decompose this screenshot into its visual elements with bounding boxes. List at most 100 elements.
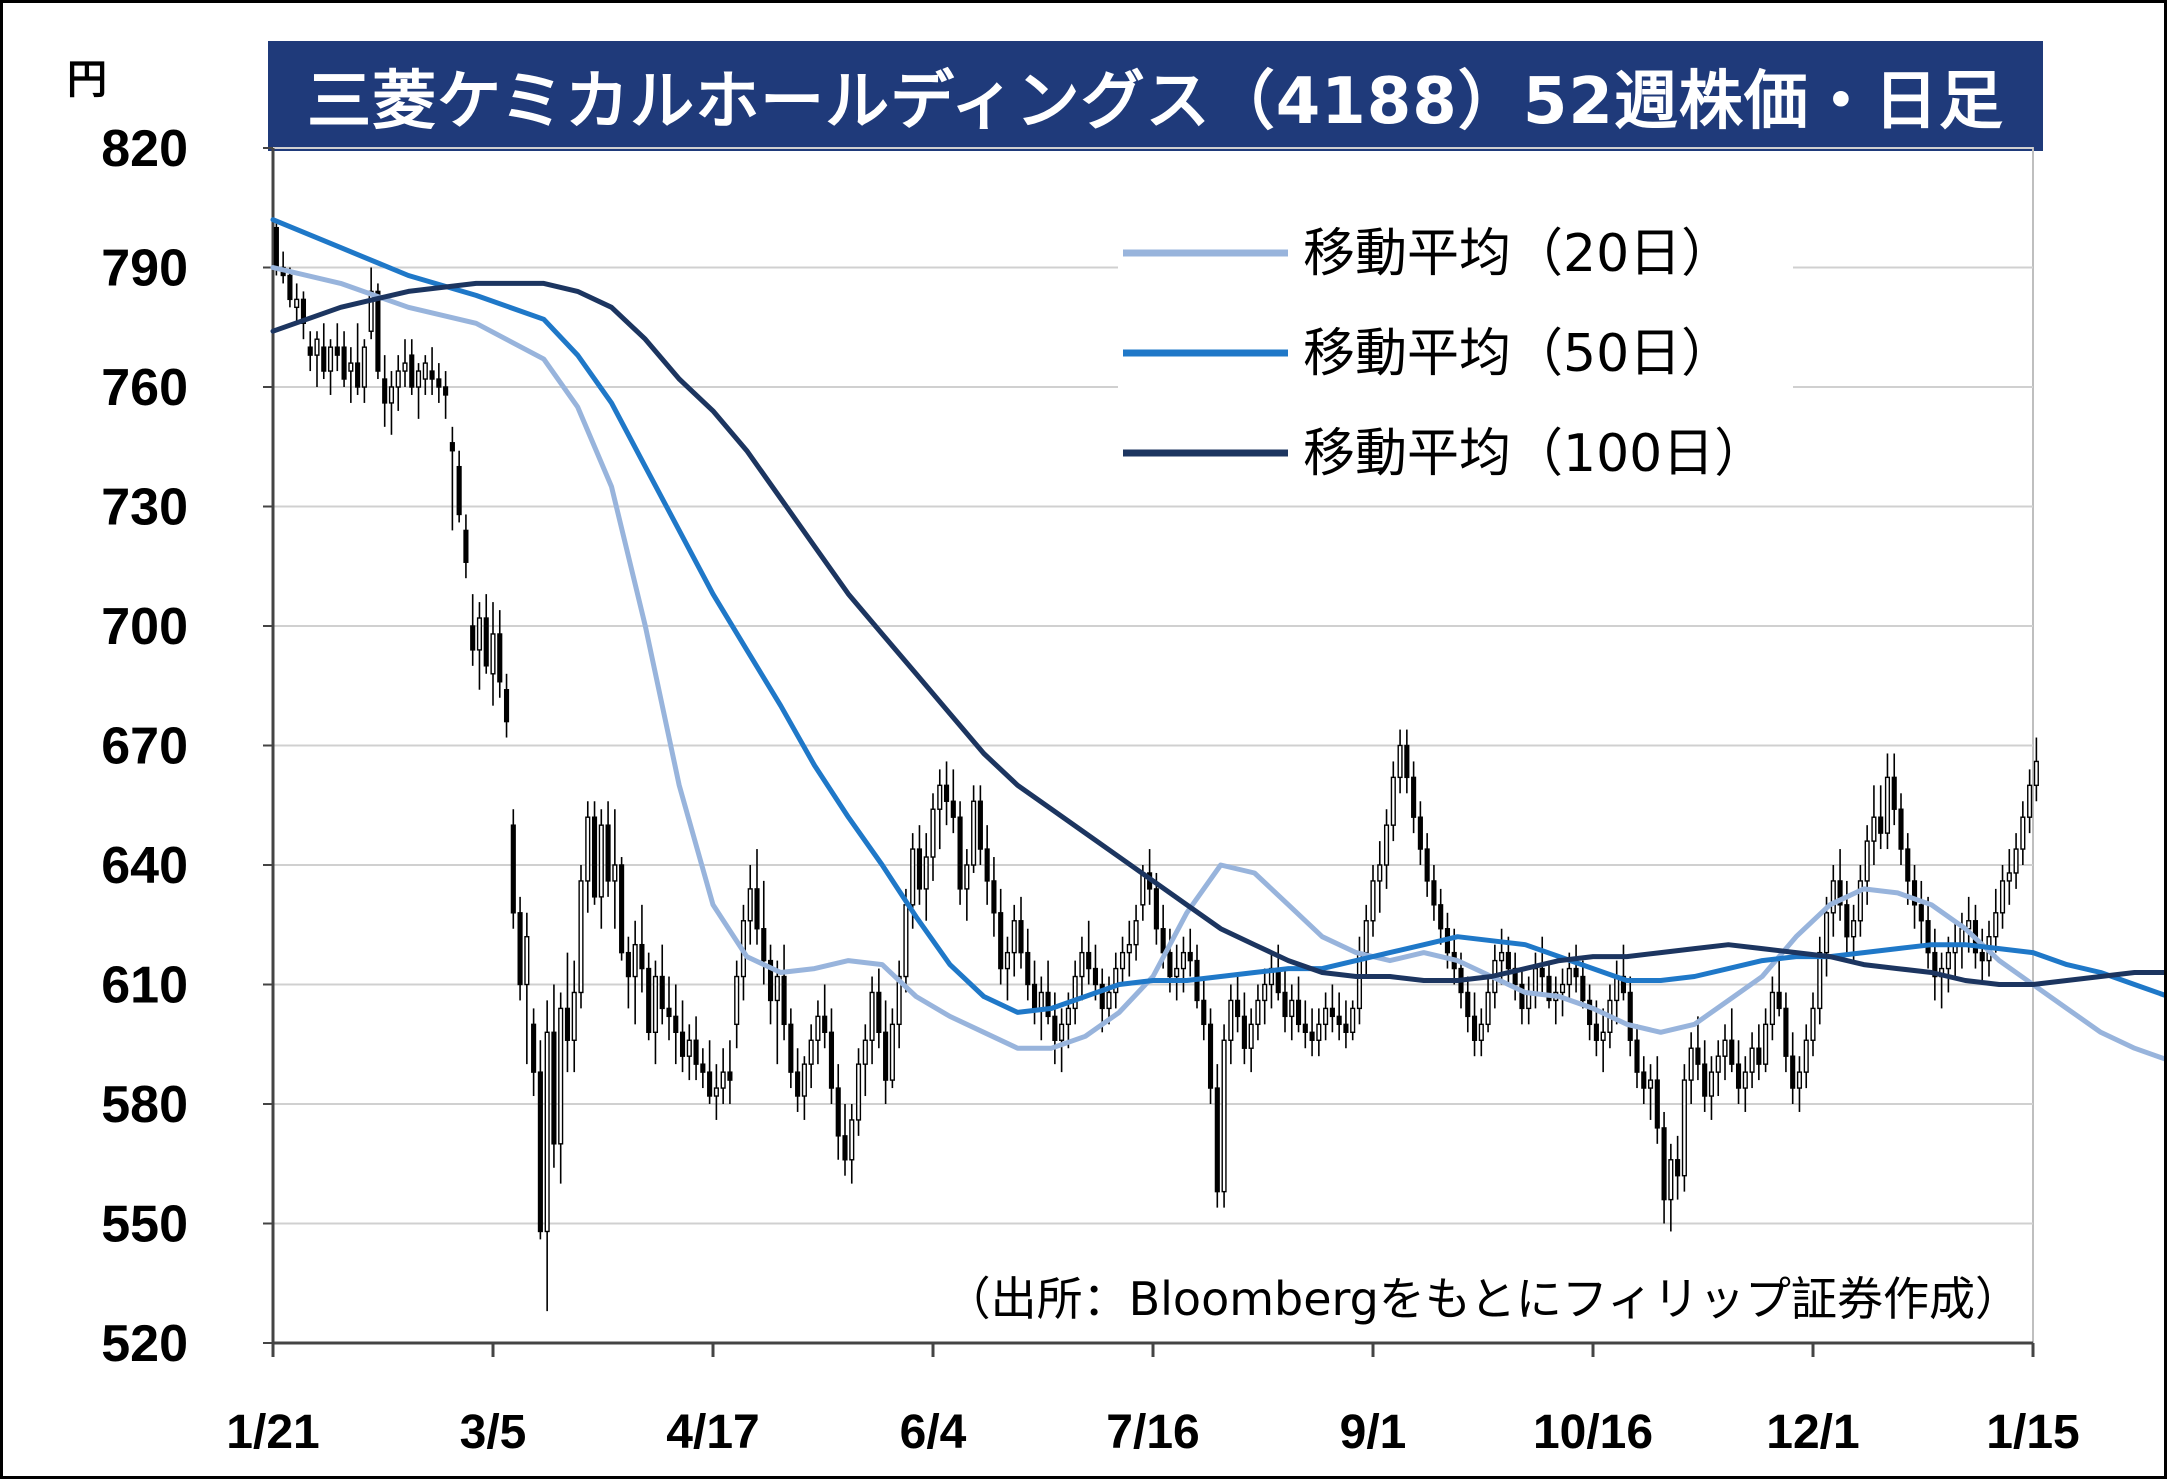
x-tick-label: 9/1 [1340, 1406, 1407, 1459]
candle-body [1174, 967, 1180, 978]
candle-body [1932, 951, 1938, 978]
candle-body [937, 784, 943, 810]
candle-body [1126, 943, 1132, 954]
candle-body [1302, 1023, 1308, 1033]
candle-body [1620, 975, 1627, 994]
candle-body [1329, 1007, 1335, 1018]
candle-body [998, 912, 1004, 970]
candle-body [1790, 1055, 1796, 1089]
candle-body [767, 959, 774, 1002]
candle-body [341, 346, 347, 380]
candle-body [1749, 1047, 1755, 1073]
candle-body [1417, 816, 1423, 850]
candle-body [747, 888, 753, 922]
candle-body [1844, 904, 1850, 938]
candle-body [1011, 920, 1017, 954]
candle-body [991, 880, 997, 914]
candle-body [375, 290, 381, 372]
candle-body [855, 1063, 862, 1121]
candle-body [1763, 1023, 1769, 1065]
candle-body [1614, 975, 1620, 1002]
candle-body [1065, 1007, 1071, 1026]
candle-body [585, 816, 591, 882]
candle-body [2006, 872, 2012, 882]
candle-body [1925, 920, 1931, 954]
candle-body [1580, 975, 1586, 1002]
candle-body [1180, 951, 1187, 970]
candle-body [1878, 816, 1884, 834]
candle-body [1465, 991, 1471, 1018]
candle-body [923, 856, 929, 890]
candle-body [1587, 999, 1593, 1026]
candle-body [1099, 983, 1105, 1010]
candle-body [1999, 880, 2006, 914]
candle-body [2020, 816, 2026, 850]
candle-body [327, 346, 334, 372]
y-tick-label: 700 [101, 598, 188, 656]
series-line-ma20 [270, 265, 2164, 1062]
candle-body [1336, 1015, 1342, 1026]
candle-body [801, 1063, 807, 1097]
candle-body [652, 975, 659, 1033]
candle-body [2027, 784, 2033, 818]
candle-body [564, 1007, 571, 1041]
candle-body [1593, 1023, 1599, 1041]
candle-body [1715, 1055, 1721, 1073]
candle-body [1864, 840, 1870, 882]
candle-body [1309, 1031, 1315, 1041]
candle-body [1647, 1079, 1654, 1089]
candle-body [862, 1039, 868, 1065]
candle-body [761, 928, 767, 962]
series-line-ma100 [270, 280, 2164, 987]
candle-body [781, 975, 787, 1026]
candle-body [1810, 1007, 1816, 1041]
chart-title: 三菱ケミカルホールディングス（4188）52週株価・日足 [307, 65, 2004, 139]
candle-body [1370, 880, 1376, 922]
y-tick-label: 670 [101, 718, 188, 776]
candle-body [883, 1031, 889, 1081]
candle-body [1160, 928, 1166, 954]
candle-body [1634, 1039, 1640, 1073]
candle-body [1133, 920, 1139, 946]
candle-body [1783, 1007, 1789, 1057]
candle-body [977, 800, 983, 850]
candle-body [1871, 816, 1877, 842]
candle-body [1383, 824, 1390, 866]
candle-body [984, 848, 990, 882]
candle-body [1979, 951, 1985, 962]
candle-body [788, 1023, 794, 1073]
candle-body [1539, 967, 1545, 978]
candle-body [910, 848, 916, 906]
candle-body [1140, 872, 1146, 906]
candle-body [1742, 1071, 1748, 1089]
candle-body [1255, 999, 1261, 1026]
candle-body [619, 864, 625, 954]
candle-body [402, 362, 408, 372]
candle-body [1079, 951, 1085, 978]
candle-body [896, 975, 902, 1026]
candle-body [1566, 967, 1572, 986]
candle-body [1559, 983, 1566, 994]
candle-body [578, 880, 584, 994]
candle-body [1654, 1079, 1660, 1129]
candle-body [294, 298, 300, 309]
candle-body [707, 1071, 713, 1097]
candle-body [1248, 1023, 1254, 1049]
candle-body [449, 442, 455, 452]
candle-body [1485, 991, 1491, 1026]
candle-body [903, 904, 909, 978]
candle-body [1187, 951, 1193, 962]
candle-body [388, 386, 395, 404]
candle-body [1221, 1039, 1227, 1193]
candle-body [646, 967, 652, 1033]
candle-body [443, 386, 449, 396]
candle-body [1600, 1031, 1606, 1041]
candle-body [382, 378, 388, 404]
x-tick-label: 1/21 [226, 1406, 319, 1459]
candle-body [503, 689, 510, 723]
candle-body [1993, 912, 1999, 938]
candle-body [334, 346, 340, 356]
y-unit-label: 円 [67, 57, 107, 103]
candle-body [679, 1031, 686, 1057]
candle-body [1038, 991, 1044, 1010]
